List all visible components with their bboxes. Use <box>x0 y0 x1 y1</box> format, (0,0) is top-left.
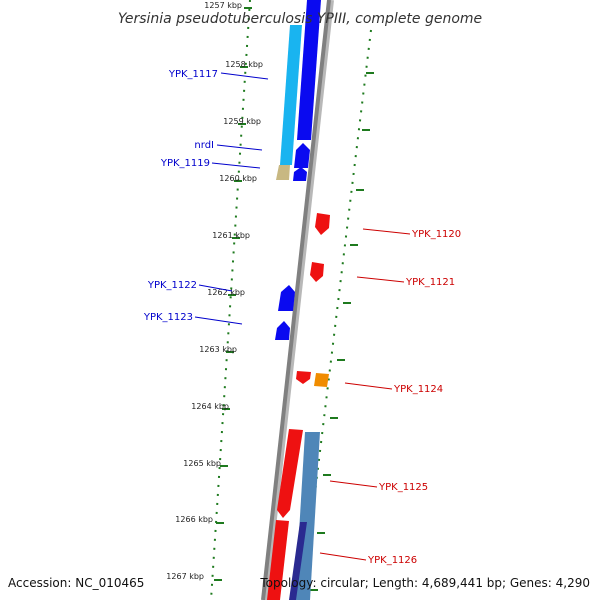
gene-feature[interactable] <box>277 429 303 518</box>
gene-feature[interactable] <box>297 0 321 140</box>
tick-label: 1258 kbp <box>225 60 263 69</box>
map-title: Yersinia pseudotuberculosis YPIII, compl… <box>118 11 482 27</box>
tick-label: 1259 kbp <box>223 117 261 126</box>
gene-label-ypk1124[interactable]: YPK_1124 <box>393 384 443 395</box>
gene-feature[interactable] <box>289 522 307 600</box>
gene-feature[interactable] <box>293 167 307 181</box>
gene-feature[interactable] <box>280 25 302 165</box>
plus-gene-labels: YPK_1120 YPK_1121 YPK_1124 YPK_1125 YPK_… <box>367 229 461 566</box>
backbone-line <box>261 0 331 600</box>
gene-feature[interactable] <box>276 165 290 180</box>
tick-label: 1266 kbp <box>175 515 213 524</box>
gene-feature[interactable] <box>315 213 330 235</box>
gene-label-ypk1125[interactable]: YPK_1125 <box>378 482 428 493</box>
gene-feature[interactable] <box>278 285 295 311</box>
tick-label: 1260 kbp <box>219 174 257 183</box>
gene-label-nrdi[interactable]: nrdI <box>194 140 214 151</box>
tick-label: 1265 kbp <box>183 459 221 468</box>
gene-feature[interactable] <box>314 373 329 387</box>
minus-strand-genes <box>275 0 321 600</box>
tick-label: 1263 kbp <box>199 345 237 354</box>
gene-feature[interactable] <box>267 520 289 600</box>
tick-label: 1264 kbp <box>191 402 229 411</box>
topology-text: Topology: circular; Length: 4,689,441 bp… <box>259 576 590 590</box>
inner-major-ticks <box>214 7 252 581</box>
gene-label-ypk1119[interactable]: YPK_1119 <box>160 158 210 169</box>
gene-feature[interactable] <box>294 143 310 168</box>
minus-connectors <box>194 72 269 325</box>
tick-labels: 1257 kbp 1258 kbp 1259 kbp 1260 kbp 1261… <box>166 1 263 581</box>
gene-label-ypk1121[interactable]: YPK_1121 <box>405 277 455 288</box>
gene-feature[interactable] <box>310 262 324 282</box>
inner-ring-dots <box>210 0 251 600</box>
gene-feature[interactable] <box>296 371 311 384</box>
gene-label-ypk1120[interactable]: YPK_1120 <box>411 229 461 240</box>
plus-strand-genes <box>267 213 330 600</box>
minus-gene-labels: YPK_1117 nrdI YPK_1119 YPK_1122 YPK_1123 <box>143 69 218 323</box>
plus-connectors <box>319 228 411 561</box>
tick-label: 1262 kbp <box>207 288 245 297</box>
tick-label: 1261 kbp <box>212 231 250 240</box>
tick-label: 1267 kbp <box>166 572 204 581</box>
gene-feature[interactable] <box>275 321 290 340</box>
outer-major-ticks <box>310 72 374 591</box>
gene-label-ypk1123[interactable]: YPK_1123 <box>143 312 193 323</box>
tick-label: 1257 kbp <box>204 1 242 10</box>
gene-label-ypk1126[interactable]: YPK_1126 <box>367 555 417 566</box>
accession-text: Accession: NC_010465 <box>8 576 144 590</box>
gene-label-ypk1117[interactable]: YPK_1117 <box>168 69 218 80</box>
gene-label-ypk1122[interactable]: YPK_1122 <box>147 280 197 291</box>
